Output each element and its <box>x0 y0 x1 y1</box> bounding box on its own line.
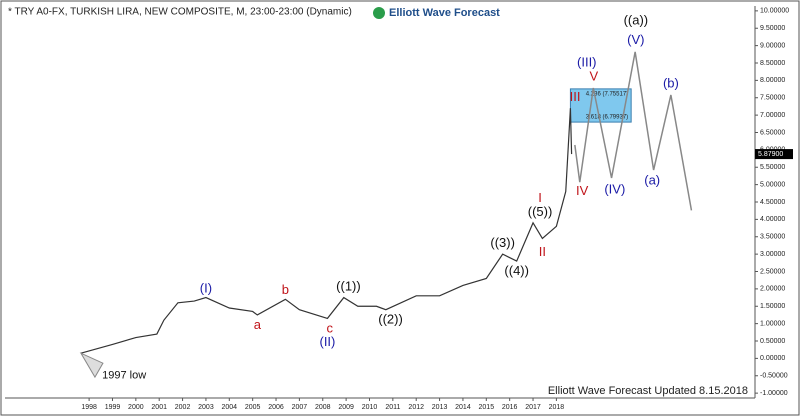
logo-icon <box>373 7 385 19</box>
y-tick-label: 10.00000 <box>760 8 789 15</box>
y-tick-label: 7.00000 <box>760 112 785 119</box>
wave-label: V <box>589 68 598 83</box>
logo: Elliott Wave Forecast <box>389 7 500 19</box>
wave-label: b <box>282 282 289 297</box>
y-tick-label: -0.50000 <box>760 373 788 380</box>
y-tick-label: 7.50000 <box>760 95 785 102</box>
y-tick-label: 4.50000 <box>760 199 785 206</box>
y-tick-label: -1.00000 <box>760 390 788 397</box>
x-tick-label: 2006 <box>268 404 284 411</box>
y-tick-label: 8.00000 <box>760 77 785 84</box>
x-tick-label: 2010 <box>362 404 378 411</box>
last-price-label: 5.87900 <box>758 151 783 158</box>
x-tick-label: 2008 <box>315 404 331 411</box>
y-tick-label: 8.50000 <box>760 60 785 67</box>
y-tick-label: 3.50000 <box>760 234 785 241</box>
y-tick-label: 1.00000 <box>760 320 785 327</box>
x-tick-label: 2011 <box>385 404 400 411</box>
y-tick-label: 2.00000 <box>760 286 785 293</box>
wave-label: II <box>539 244 546 259</box>
x-tick-label: 2009 <box>338 404 354 411</box>
x-tick-label: 2013 <box>432 404 448 411</box>
y-tick-label: 3.00000 <box>760 251 785 258</box>
wave-label: c <box>327 320 334 335</box>
wave-label: ((3)) <box>490 235 515 250</box>
low-marker <box>79 352 104 379</box>
y-tick-label: 5.50000 <box>760 164 785 171</box>
line-series <box>574 51 693 211</box>
x-tick-label: 2016 <box>502 404 518 411</box>
y-tick-label: 2.50000 <box>760 268 785 275</box>
y-tick-label: 0.00000 <box>760 355 785 362</box>
wave-label: (a) <box>644 173 660 188</box>
wave-label: ((5)) <box>528 204 553 219</box>
y-tick-label: 6.50000 <box>760 129 785 136</box>
last-price-box <box>755 149 793 160</box>
y-tick-label: 5.00000 <box>760 181 785 188</box>
wave-label: ((a)) <box>624 13 649 28</box>
wave-label: (II) <box>319 334 335 349</box>
wave-label: (I) <box>200 280 212 295</box>
wave-label: a <box>254 317 262 332</box>
line-series <box>80 108 573 354</box>
wave-label: III <box>570 89 581 104</box>
y-tick-label: 9.00000 <box>760 42 785 49</box>
wave-label: I <box>538 190 542 205</box>
chart-title: * TRY A0-FX, TURKISH LIRA, NEW COMPOSITE… <box>8 7 352 18</box>
x-tick-label: 2012 <box>408 404 424 411</box>
y-tick-label: 0.50000 <box>760 338 785 345</box>
x-tick-label: 2015 <box>479 404 495 411</box>
x-tick-label: 2005 <box>245 404 261 411</box>
y-tick-label: 4.00000 <box>760 216 785 223</box>
wave-label: ((2)) <box>378 312 403 327</box>
x-tick-label: 2017 <box>525 404 541 411</box>
footer: Elliott Wave Forecast Updated 8.15.2018 <box>548 385 748 397</box>
fib-label: 4.236 (7.75517) <box>586 91 628 97</box>
wave-label: ((4)) <box>504 263 529 278</box>
wave-label: ((1)) <box>336 279 361 294</box>
wave-label: (V) <box>627 32 644 47</box>
wave-label: (b) <box>663 75 679 90</box>
y-tick-label: 1.50000 <box>760 303 785 310</box>
x-tick-label: 1999 <box>105 404 121 411</box>
x-tick-label: 2007 <box>292 404 308 411</box>
x-tick-label: 2004 <box>222 404 238 411</box>
wave-label: (IV) <box>604 181 625 196</box>
x-tick-label: 2018 <box>549 404 565 411</box>
wave-label: IV <box>576 183 589 198</box>
y-tick-label: 9.50000 <box>760 25 785 32</box>
fib-label: 3.618 (6.79937) <box>586 115 628 121</box>
x-tick-label: 2014 <box>455 404 471 411</box>
x-tick-label: 2003 <box>198 404 214 411</box>
x-tick-label: 2001 <box>151 404 167 411</box>
x-tick-label: 2002 <box>175 404 191 411</box>
x-tick-label: 1998 <box>81 404 97 411</box>
wave-label: (III) <box>577 54 597 69</box>
x-tick-label: 2000 <box>128 404 144 411</box>
wave-label: 1997 low <box>102 370 146 382</box>
